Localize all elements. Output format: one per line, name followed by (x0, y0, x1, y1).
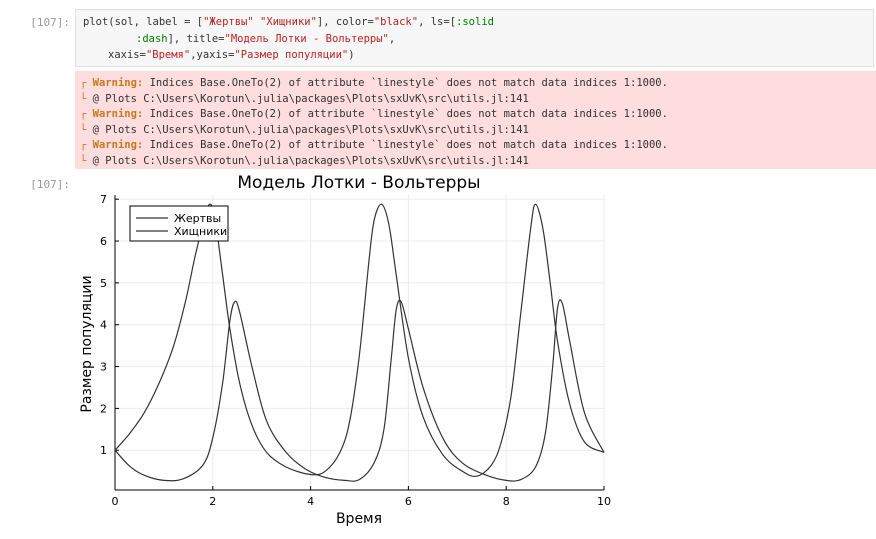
warning-line: ┌ Warning: Indices Base.OneTo(2) of attr… (80, 77, 668, 89)
code-line-3: xaxis="Время",yaxis="Размер популяции") (108, 49, 355, 61)
warning-source-line: └ @ Plots C:\Users\Korotun\.julia\packag… (80, 93, 529, 105)
x-tick-label: 10 (597, 495, 611, 508)
y-axis-label: Размер популяции (79, 275, 95, 412)
warning-line: ┌ Warning: Indices Base.OneTo(2) of attr… (80, 139, 668, 151)
output-prompt: [107]: (30, 178, 70, 191)
axes (114, 195, 605, 491)
input-prompt: [107]: (30, 16, 70, 29)
warning-output: ┌ Warning: Indices Base.OneTo(2) of attr… (75, 71, 876, 169)
y-tick-label: 2 (100, 402, 107, 415)
x-axis-label: Время (336, 511, 382, 527)
chart-title: Модель Лотки - Вольтерры (237, 173, 480, 193)
code-cell[interactable]: plot(sol, label = ["Жертвы" "Хищники"], … (75, 9, 874, 67)
x-tick-label: 8 (503, 495, 510, 508)
legend-label-predator: Хищники (174, 225, 227, 238)
code-line-2: :dash], title="Модель Лотки - Вольтерры"… (136, 33, 396, 45)
code-line-1: plot(sol, label = ["Жертвы" "Хищники"], … (83, 16, 494, 28)
y-tick-label: 7 (100, 193, 107, 206)
legend-box (129, 205, 229, 242)
series-prey-line (114, 203, 605, 478)
legend: Жертвы Хищники (129, 205, 229, 242)
x-tick-label: 6 (405, 495, 412, 508)
warning-source-line: └ @ Plots C:\Users\Korotun\.julia\packag… (80, 155, 529, 167)
warning-line: ┌ Warning: Indices Base.OneTo(2) of attr… (80, 108, 668, 120)
x-tick-label: 4 (307, 495, 314, 508)
y-tick-label: 3 (100, 361, 107, 374)
series-predator-line (114, 299, 605, 482)
y-tick-label: 6 (100, 235, 107, 248)
y-tick-label: 1 (100, 444, 107, 457)
y-tick-label: 4 (100, 319, 107, 332)
x-tick-label: 0 (112, 495, 119, 508)
series-lines (114, 203, 605, 482)
warning-source-line: └ @ Plots C:\Users\Korotun\.julia\packag… (80, 124, 529, 136)
x-tick-label: 2 (209, 495, 216, 508)
y-tick-label: 5 (100, 277, 107, 290)
legend-label-prey: Жертвы (174, 212, 221, 225)
